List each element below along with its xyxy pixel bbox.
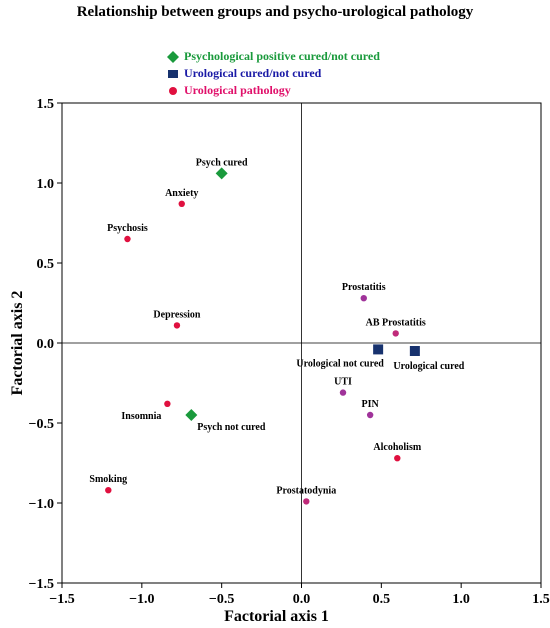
x-tick-label: 1.0 bbox=[452, 592, 470, 607]
y-tick-label: 0.5 bbox=[37, 257, 55, 272]
x-tick-label: −1.0 bbox=[129, 592, 154, 607]
point-ab-prostatitis bbox=[392, 330, 399, 337]
legend-item-urological: Urological cured/not cured bbox=[166, 65, 380, 82]
y-tick-label: −1.5 bbox=[29, 577, 54, 592]
label-urological-cured: Urological cured bbox=[393, 361, 464, 372]
y-tick-label: 1.0 bbox=[37, 177, 55, 192]
label-depression: Depression bbox=[153, 309, 200, 320]
y-axis-title: Factorial axis 2 bbox=[9, 291, 26, 396]
point-smoking bbox=[105, 487, 112, 494]
x-axis-title: Factorial axis 1 bbox=[224, 608, 329, 625]
x-tick-label: 1.5 bbox=[532, 592, 550, 607]
label-prostatodynia: Prostatodynia bbox=[276, 485, 336, 496]
legend-item-psych: Psychological positive cured/not cured bbox=[166, 48, 380, 65]
legend-label-psych: Psychological positive cured/not cured bbox=[184, 49, 380, 63]
y-tick-label: −1.0 bbox=[29, 497, 54, 512]
label-alcoholism: Alcoholism bbox=[373, 442, 421, 453]
point-prostatodynia bbox=[303, 498, 310, 505]
x-tick-label: 0.0 bbox=[293, 592, 311, 607]
label-anxiety: Anxiety bbox=[165, 188, 198, 199]
point-anxiety bbox=[178, 200, 185, 207]
label-urological-not-cured: Urological not cured bbox=[296, 358, 384, 369]
diamond-icon bbox=[166, 50, 180, 63]
label-smoking: Smoking bbox=[89, 474, 127, 485]
point-uti bbox=[339, 389, 347, 396]
point-prostatitis bbox=[360, 295, 367, 302]
legend: Psychological positive cured/not cured U… bbox=[166, 48, 380, 99]
point-depression bbox=[173, 322, 181, 329]
label-uti: UTI bbox=[334, 377, 352, 388]
point-urological-cured bbox=[409, 346, 420, 356]
point-psych-not-cured bbox=[185, 409, 198, 421]
x-tick-label: −1.5 bbox=[49, 592, 74, 607]
label-pin: PIN bbox=[362, 399, 380, 410]
x-tick-label: 0.5 bbox=[373, 592, 391, 607]
point-psych-cured bbox=[215, 167, 228, 180]
point-insomnia bbox=[164, 400, 171, 407]
label-insomnia: Insomnia bbox=[121, 411, 161, 422]
legend-label-pathology: Urological pathology bbox=[184, 83, 291, 97]
legend-item-pathology: Urological pathology bbox=[166, 82, 380, 99]
label-ab-prostatitis: AB Prostatitis bbox=[366, 317, 426, 328]
chart-title: Relationship between groups and psycho-u… bbox=[76, 4, 474, 20]
point-pin bbox=[366, 411, 374, 419]
label-psych-cured: Psych cured bbox=[196, 157, 248, 168]
label-psych-not-cured: Psych not cured bbox=[197, 422, 266, 433]
point-alcoholism bbox=[394, 455, 401, 462]
label-psychosis: Psychosis bbox=[107, 223, 148, 234]
y-tick-label: 1.5 bbox=[37, 97, 55, 112]
x-tick-label: −0.5 bbox=[209, 592, 234, 607]
circle-icon bbox=[166, 85, 180, 97]
legend-label-urological: Urological cured/not cured bbox=[184, 66, 322, 80]
y-tick-label: −0.5 bbox=[29, 417, 54, 432]
square-icon bbox=[166, 68, 180, 80]
point-urological-not-cured bbox=[373, 344, 384, 355]
y-tick-label: 0.0 bbox=[37, 337, 55, 352]
label-prostatitis: Prostatitis bbox=[342, 282, 386, 293]
point-psychosis bbox=[124, 235, 131, 243]
